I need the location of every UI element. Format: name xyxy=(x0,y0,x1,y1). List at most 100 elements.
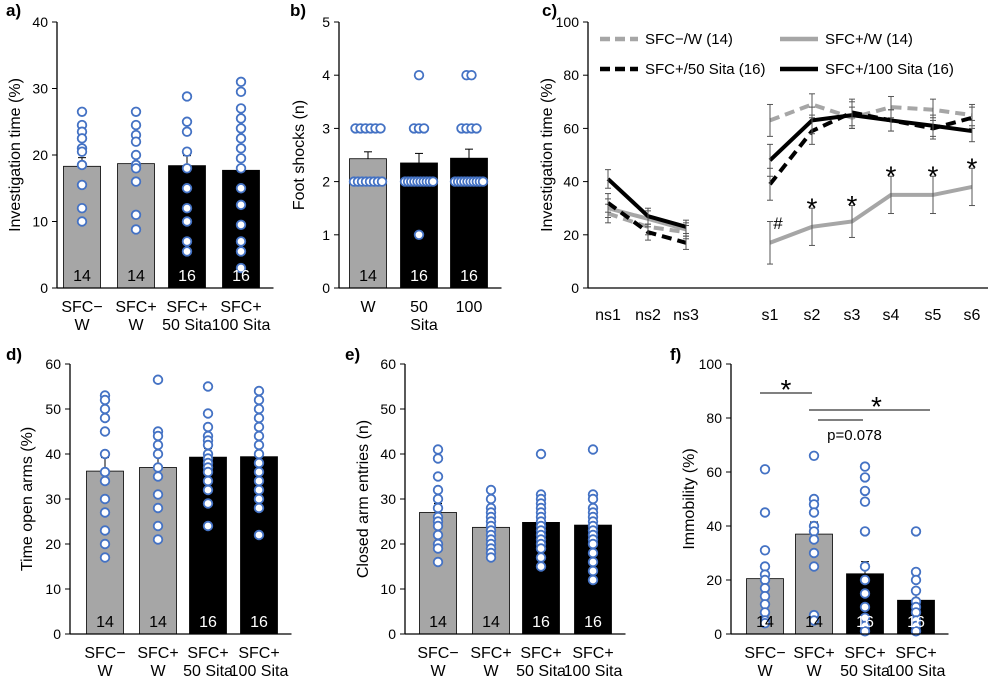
y-tick-label: 3 xyxy=(322,120,330,136)
y-tick-label: 30 xyxy=(380,491,396,507)
data-point xyxy=(432,484,444,496)
data-point xyxy=(181,91,193,102)
data-point xyxy=(99,426,111,437)
data-point xyxy=(808,561,820,572)
data-point xyxy=(99,507,111,518)
x-tick-label: ns1 xyxy=(595,307,621,324)
data-point xyxy=(471,123,482,134)
legend-label: SFC+/50 Sita (16) xyxy=(645,61,765,78)
data-point xyxy=(485,484,497,496)
data-point xyxy=(235,86,247,98)
y-axis-label: Investigation time (%) xyxy=(539,78,556,232)
data-point xyxy=(130,136,142,147)
data-point xyxy=(808,534,820,545)
data-point xyxy=(235,246,247,257)
n-label: 16 xyxy=(178,268,196,285)
y-tick-label: 10 xyxy=(45,581,61,597)
data-point xyxy=(535,543,547,554)
x-tick-label: SFC+ xyxy=(238,645,279,662)
data-point xyxy=(859,588,871,599)
data-point xyxy=(202,466,214,478)
annotation: # xyxy=(773,214,783,233)
y-tick-label: 80 xyxy=(563,67,579,83)
significance-label: p=0.078 xyxy=(827,427,882,444)
data-point xyxy=(253,412,265,424)
y-tick-label: 0 xyxy=(53,626,61,642)
data-point xyxy=(253,493,265,505)
series-line xyxy=(768,110,973,186)
data-point xyxy=(587,444,599,455)
data-point xyxy=(535,448,547,460)
x-tick-label: 100 Sita xyxy=(230,663,289,680)
n-label: 16 xyxy=(250,614,268,631)
x-tick-label: ns2 xyxy=(635,307,661,324)
y-tick-label: 10 xyxy=(380,581,396,597)
series-line xyxy=(769,184,973,245)
data-point xyxy=(152,462,164,473)
data-point xyxy=(235,163,247,174)
y-axis-label: Immobility (%) xyxy=(681,448,698,549)
panel-label: a) xyxy=(6,1,21,20)
x-tick-label: W xyxy=(128,317,144,334)
data-point xyxy=(587,538,599,550)
y-tick-label: 20 xyxy=(563,227,579,243)
x-tick-label: 50 Sita xyxy=(840,663,890,680)
y-tick-label: 5 xyxy=(322,14,330,30)
data-point xyxy=(253,529,265,541)
data-point xyxy=(235,133,247,144)
data-point xyxy=(235,199,247,211)
panel-label: c) xyxy=(542,1,557,20)
panel-label: b) xyxy=(290,1,306,20)
data-point xyxy=(99,394,111,406)
x-tick-label: W xyxy=(483,663,499,680)
x-tick-label: s4 xyxy=(883,307,900,324)
data-point xyxy=(76,106,88,117)
data-point xyxy=(759,618,771,629)
x-group-label: Sita xyxy=(410,317,438,334)
data-point xyxy=(910,526,922,537)
y-tick-label: 0 xyxy=(322,280,330,296)
data-point xyxy=(202,520,214,532)
data-point xyxy=(253,385,265,397)
x-tick-label: s2 xyxy=(804,307,821,324)
y-tick-label: 80 xyxy=(706,410,722,426)
x-tick-label: 50 Sita xyxy=(162,317,212,334)
y-tick-label: 0 xyxy=(388,626,396,642)
data-point xyxy=(99,493,111,505)
data-point xyxy=(432,520,444,532)
data-point xyxy=(76,133,88,144)
data-point xyxy=(152,374,164,385)
data-point xyxy=(432,453,444,464)
significance-label: * xyxy=(781,374,792,405)
x-tick-label: W xyxy=(97,663,113,680)
y-tick-label: 20 xyxy=(45,536,61,552)
data-point xyxy=(202,484,214,496)
data-point xyxy=(152,430,164,442)
y-tick-label: 30 xyxy=(32,81,48,97)
annotation: * xyxy=(928,161,939,192)
data-point xyxy=(99,466,111,478)
y-tick-label: 30 xyxy=(45,491,61,507)
data-point xyxy=(235,113,247,124)
y-tick-label: 40 xyxy=(706,518,722,534)
x-tick-label: 100 xyxy=(456,299,483,316)
data-point xyxy=(427,176,439,187)
data-point xyxy=(432,529,444,541)
data-point xyxy=(859,461,871,472)
x-tick-label: 100 Sita xyxy=(887,663,946,680)
y-axis-label: Foot shocks (n) xyxy=(291,100,308,210)
data-point xyxy=(202,381,214,392)
x-tick-label: W xyxy=(74,317,90,334)
data-point xyxy=(130,119,142,131)
data-point xyxy=(910,574,922,586)
data-point xyxy=(587,565,599,577)
data-point xyxy=(181,163,193,174)
data-point xyxy=(466,69,477,81)
data-point xyxy=(808,450,820,462)
data-point xyxy=(859,574,871,586)
data-point xyxy=(76,216,88,227)
y-tick-label: 0 xyxy=(714,626,722,642)
data-point xyxy=(535,552,547,563)
data-point xyxy=(253,484,265,496)
x-tick-label: SFC− xyxy=(61,299,102,316)
